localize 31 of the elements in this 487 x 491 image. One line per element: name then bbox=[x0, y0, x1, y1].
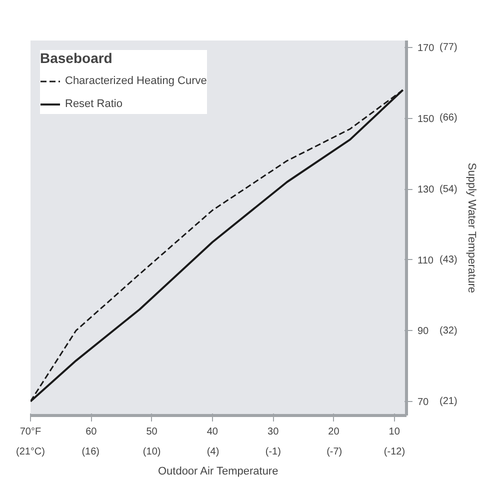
legend-label: Reset Ratio bbox=[65, 98, 122, 110]
x2-tick-label: (-1) bbox=[265, 446, 281, 458]
y-tick-label: 130 bbox=[418, 184, 435, 196]
x2-tick-label: (10) bbox=[142, 446, 161, 458]
x-tick-label: 10 bbox=[388, 426, 400, 438]
y-tick-label: 150 bbox=[418, 114, 435, 125]
y2-tick-label: (66) bbox=[440, 112, 458, 124]
x-tick-label: 40 bbox=[206, 426, 218, 438]
x-axis-title: Outdoor Air Temperature bbox=[158, 466, 278, 478]
y2-tick-label: (43) bbox=[440, 254, 458, 266]
x-tick-label: 20 bbox=[328, 426, 340, 438]
legend-label: Characterized Heating Curve bbox=[65, 75, 207, 87]
x-tick-label: 50 bbox=[146, 426, 158, 438]
y2-tick-label: (54) bbox=[440, 184, 458, 195]
y-tick-label: 90 bbox=[418, 326, 430, 338]
y-tick-label: 70 bbox=[418, 396, 430, 408]
y2-tick-label: (32) bbox=[440, 325, 458, 336]
y-tick-label: 110 bbox=[418, 255, 434, 266]
y2-tick-label: (21) bbox=[440, 396, 458, 407]
x2-tick-label: (-7) bbox=[326, 446, 342, 458]
x-tick-label: 70°F bbox=[20, 426, 42, 438]
x-tick-label: 60 bbox=[86, 426, 98, 438]
x-tick-label: 30 bbox=[268, 426, 280, 438]
x2-tick-label: (-12) bbox=[384, 446, 406, 458]
y-tick-label: 170 bbox=[418, 43, 435, 54]
x2-tick-label: (4) bbox=[206, 446, 220, 458]
y2-axis-title: Supply Water Temperature bbox=[465, 162, 478, 294]
y2-tick-label: (77) bbox=[440, 42, 458, 54]
x2-tick-label: (21°C) bbox=[16, 446, 46, 458]
legend-title: Baseboard bbox=[40, 50, 114, 66]
x2-tick-label: (16) bbox=[82, 446, 100, 458]
